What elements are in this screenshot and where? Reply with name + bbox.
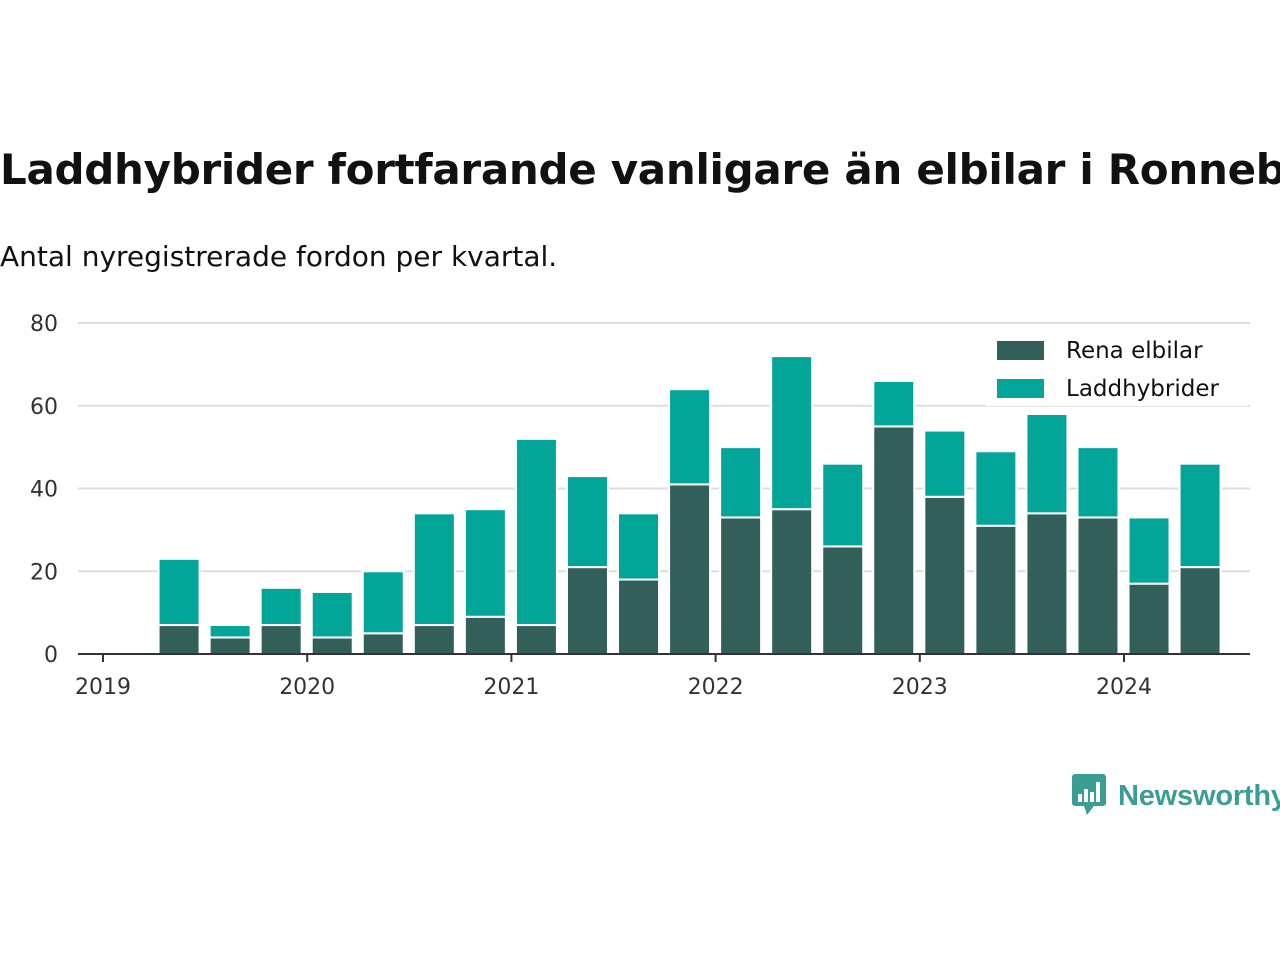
bar-rena-elbilar-2023-Q3 [1025, 512, 1069, 655]
bar-laddhybrider-2022-Q2 [770, 355, 814, 511]
newsworthy-logo: Newsworthy [1072, 774, 1280, 818]
bar-rena-elbilar-2023-Q2 [974, 524, 1018, 655]
bar-laddhybrider-2024-Q1 [1127, 516, 1171, 585]
y-tick-label-40: 40 [30, 478, 58, 503]
bar-rena-elbilar-2021-Q3 [617, 578, 661, 655]
bar-laddhybrider-2023-Q4 [1076, 446, 1120, 519]
y-tick-label-60: 60 [30, 395, 58, 420]
x-tick-label-2024: 2024 [1096, 675, 1152, 700]
bar-rena-elbilar-2021-Q1 [514, 624, 558, 656]
bar-laddhybrider-2021-Q1 [514, 437, 558, 627]
legend-label-rena-elbilar: Rena elbilar [1066, 338, 1203, 364]
bar-laddhybrider-2019-Q3 [208, 624, 252, 639]
bar-laddhybrider-2019-Q4 [259, 586, 303, 627]
y-tick-label-20: 20 [30, 560, 58, 585]
bar-laddhybrider-2021-Q4 [668, 388, 712, 486]
bar-laddhybrider-2020-Q4 [463, 508, 507, 618]
legend-label-laddhybrider: Laddhybrider [1066, 376, 1219, 402]
bar-laddhybrider-2020-Q3 [412, 512, 456, 627]
bar-laddhybrider-2022-Q1 [719, 446, 763, 519]
x-tick-label-2019: 2019 [75, 675, 131, 700]
brand-name: Newsworthy [1118, 779, 1280, 812]
bar-rena-elbilar-2024-Q2 [1178, 566, 1222, 655]
chart-title: Laddhybrider fortfarande vanligare än el… [0, 145, 1280, 194]
bar-rena-elbilar-2020-Q1 [310, 636, 354, 656]
y-tick-label-80: 80 [30, 312, 58, 337]
bar-laddhybrider-2021-Q3 [617, 512, 661, 581]
bar-chart-speech-bubble-icon [1072, 774, 1106, 815]
bar-laddhybrider-2022-Q3 [821, 462, 865, 548]
x-tick-label-2023: 2023 [892, 675, 948, 700]
bar-rena-elbilar-2023-Q4 [1076, 516, 1120, 655]
y-tick-label-0: 0 [44, 643, 58, 668]
bar-rena-elbilar-2023-Q1 [923, 495, 967, 655]
axes: 0 20 40 60 80 2019 2020 2021 2022 2023 2024 [30, 312, 1250, 700]
legend-swatch-laddhybrider [997, 379, 1044, 398]
bar-laddhybrider-2019-Q2 [157, 557, 201, 627]
bar-laddhybrider-2022-Q4 [872, 379, 916, 428]
bar-laddhybrider-2023-Q1 [923, 429, 967, 498]
bar-rena-elbilar-2020-Q4 [463, 615, 507, 656]
bar-laddhybrider-2020-Q2 [361, 570, 405, 635]
bar-rena-elbilar-2019-Q3 [208, 636, 252, 656]
bar-rena-elbilar-2019-Q2 [157, 624, 201, 656]
bar-rena-elbilar-2020-Q3 [412, 624, 456, 656]
bar-laddhybrider-2021-Q2 [565, 475, 609, 569]
bar-rena-elbilar-2022-Q3 [821, 545, 865, 655]
bar-rena-elbilar-2024-Q1 [1127, 582, 1171, 656]
bars [157, 355, 1222, 656]
bar-laddhybrider-2023-Q2 [974, 450, 1018, 527]
stacked-bar-chart: 0 20 40 60 80 2019 2020 2021 2022 2023 2024 Rena e… [30, 312, 1250, 700]
bar-laddhybrider-2023-Q3 [1025, 413, 1069, 515]
x-tick-label-2022: 2022 [688, 675, 744, 700]
bar-rena-elbilar-2021-Q4 [668, 483, 712, 655]
bar-rena-elbilar-2022-Q1 [719, 516, 763, 655]
bar-rena-elbilar-2021-Q2 [565, 566, 609, 655]
bar-rena-elbilar-2020-Q2 [361, 632, 405, 655]
x-tick-label-2021: 2021 [483, 675, 539, 700]
bar-laddhybrider-2020-Q1 [310, 590, 354, 639]
x-tick-label-2020: 2020 [279, 675, 335, 700]
legend: Rena elbilar Laddhybrider [986, 336, 1248, 406]
legend-swatch-rena-elbilar [997, 341, 1044, 360]
bar-rena-elbilar-2022-Q2 [770, 508, 814, 655]
bar-rena-elbilar-2022-Q4 [872, 425, 916, 655]
bar-laddhybrider-2024-Q2 [1178, 462, 1222, 569]
bar-rena-elbilar-2019-Q4 [259, 624, 303, 656]
chart-subtitle: Antal nyregistrerade fordon per kvartal. [0, 240, 558, 273]
